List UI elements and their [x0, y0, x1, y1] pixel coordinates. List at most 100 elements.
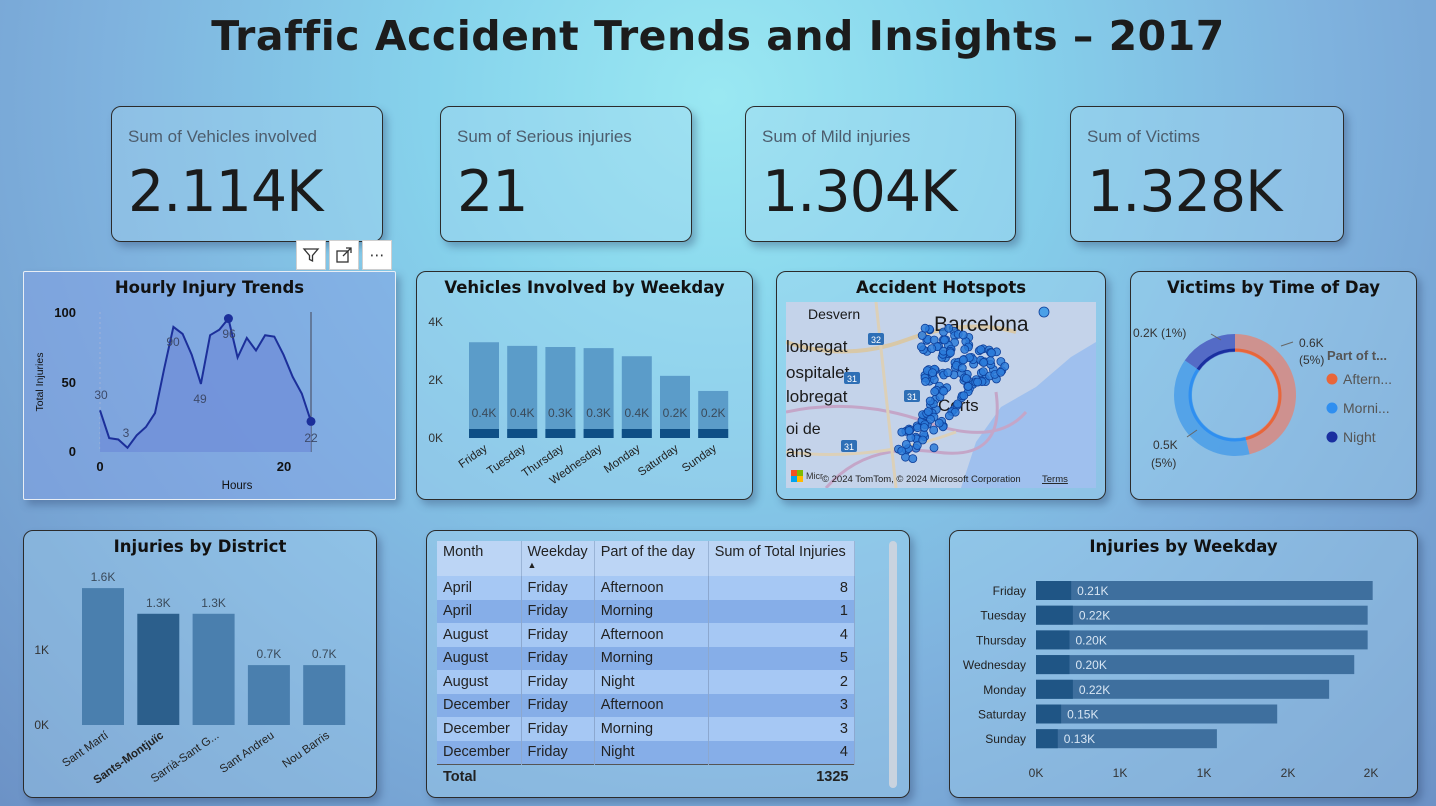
hotspot-point — [901, 439, 911, 449]
table-row[interactable]: December Friday Night 4 — [437, 740, 856, 764]
table-row[interactable]: August Friday Afternoon 4 — [437, 623, 856, 647]
bar — [1036, 704, 1278, 724]
hotspot-point — [897, 427, 907, 437]
injuries-by-weekday-card[interactable]: Injuries by Weekday 0.21K Friday 0.22K Tues… — [949, 530, 1418, 798]
hotspot-point — [978, 367, 988, 376]
road-shield: 31 — [847, 374, 857, 384]
bar — [303, 665, 346, 725]
series-line — [99, 316, 312, 450]
data-label: 0.22K — [1079, 609, 1110, 623]
map-canvas[interactable]: Barcelona Desvern lobregat ospitalet lob… — [786, 302, 1096, 488]
kpi-label: Sum of Vehicles involved — [128, 127, 317, 146]
data-label: 0.7K — [312, 647, 337, 661]
focus-mode-icon[interactable] — [329, 240, 359, 270]
y-tick-label: 100 — [54, 305, 76, 320]
kpi-card-victims[interactable]: Sum of Victims 1.328K — [1070, 106, 1344, 242]
victims-by-time-card[interactable]: Victims by Time of Day 0.2K (1%) 0.6K (5… — [1130, 271, 1417, 500]
leader-line — [1210, 333, 1222, 341]
y-tick-label: 50 — [62, 375, 76, 390]
bar-segment — [1036, 581, 1072, 600]
hotspot-point — [943, 368, 953, 378]
y-tick-label: Tuesday — [980, 609, 1026, 623]
table-row[interactable]: December Friday Morning 3 — [437, 717, 856, 741]
hotspot-point — [976, 345, 986, 354]
filter-icon[interactable] — [296, 240, 326, 270]
donut-slice — [1235, 334, 1297, 455]
data-label: 1.6K — [91, 570, 116, 584]
table-row[interactable]: April Friday Afternoon 8 — [437, 576, 856, 600]
bar — [1036, 655, 1355, 675]
hotspot-point — [957, 363, 967, 373]
donut-inner-ring — [1234, 348, 1282, 441]
kpi-card-mild-injuries[interactable]: Sum of Mild injuries 1.304K — [745, 106, 1016, 242]
y-tick-label: Wednesday — [963, 658, 1026, 672]
chart-title: Victims by Time of Day — [1167, 278, 1380, 297]
donut-label: 0.2K (1%) — [1133, 326, 1186, 340]
column-header-total-injuries[interactable]: Sum of Total Injuries — [708, 541, 856, 576]
data-label: 0.2K — [701, 406, 726, 420]
bar-segment — [469, 429, 499, 438]
kpi-card-serious-injuries[interactable]: Sum of Serious injuries 21 — [440, 106, 692, 242]
map-terms-link[interactable]: Terms — [1042, 474, 1068, 485]
hotspot-point — [929, 425, 939, 435]
y-tick-label: Friday — [993, 584, 1026, 598]
bar — [621, 356, 652, 438]
vehicles-bar-chart: 4K 2K 0K 0.4KFriday0.4KTuesday0.3KThursd… — [428, 315, 729, 487]
bar-segment — [660, 429, 690, 438]
y-tick-label: Saturday — [978, 708, 1026, 722]
scrollbar-thumb[interactable] — [889, 541, 897, 788]
kpi-value: 1.328K — [1087, 159, 1283, 225]
x-tick-label: Nou Barris — [281, 729, 333, 770]
bar-segment — [1036, 630, 1070, 650]
y-tick-label: 1K — [34, 643, 49, 657]
bar — [1036, 630, 1368, 650]
y-tick-label: 2K — [428, 373, 443, 387]
column-header-month[interactable]: Month — [437, 541, 522, 576]
bar — [1036, 729, 1217, 749]
table-row[interactable]: August Friday Morning 5 — [437, 646, 856, 670]
chart-title: Accident Hotspots — [855, 278, 1027, 297]
hotspot-point — [930, 387, 940, 396]
bar — [1036, 679, 1330, 699]
sort-ascending-icon[interactable]: ▲ — [527, 560, 537, 570]
hotspot-point — [944, 411, 954, 421]
table-scrollbar[interactable] — [889, 541, 897, 788]
kpi-label: Sum of Serious injuries — [457, 127, 632, 146]
injuries-table-card[interactable]: Month Weekday ▲ Part of the day Sum of To… — [426, 530, 910, 798]
bar — [1036, 581, 1373, 600]
hotspot-point — [939, 386, 949, 396]
column-header-part-of-day[interactable]: Part of the day — [594, 541, 709, 576]
bar-segment — [1036, 729, 1058, 749]
bar — [1036, 605, 1368, 625]
accident-hotspots-card[interactable]: Accident Hotspots Barcelona Desvern lobr… — [776, 271, 1106, 500]
data-label: 0.21K — [1077, 584, 1108, 598]
vehicles-by-weekday-card[interactable]: Vehicles Involved by Weekday 4K 2K 0K 0.… — [416, 271, 753, 500]
table-row[interactable]: August Friday Night 2 — [437, 670, 856, 694]
kpi-label: Sum of Victims — [1087, 127, 1201, 146]
hotspot-point — [917, 331, 927, 340]
bar-segment — [545, 429, 576, 438]
data-label: 0.22K — [1079, 683, 1110, 697]
map-label: lobregat — [786, 337, 848, 356]
road-shield: 32 — [871, 335, 881, 345]
table-row[interactable]: December Friday Afternoon 3 — [437, 693, 856, 717]
hourly-injury-trends-card[interactable]: Hourly Injury Trends 100 50 0 0 20 Total… — [23, 271, 396, 500]
hotspot-point — [927, 344, 937, 353]
injuries-by-district-card[interactable]: Injuries by District 1K 0K 1.6K Sant Mart… — [23, 530, 377, 798]
road-shield: 31 — [844, 442, 854, 452]
leader-line — [1280, 341, 1294, 347]
hotspot-point — [940, 335, 949, 345]
kpi-card-vehicles[interactable]: Sum of Vehicles involved 2.114K — [111, 106, 383, 242]
data-label: 0.2K — [663, 406, 688, 420]
hotspot-point — [961, 374, 971, 383]
chart-title: Injuries by District — [113, 537, 287, 556]
hotspot-point — [963, 382, 973, 391]
more-options-icon[interactable]: ⋯ — [362, 240, 392, 270]
hotspot-point — [958, 330, 968, 340]
table-row[interactable]: April Friday Morning 1 — [437, 599, 856, 623]
bar — [507, 345, 538, 438]
data-label: 0.13K — [1064, 732, 1095, 746]
leader-line — [1186, 429, 1198, 438]
column-header-weekday[interactable]: Weekday ▲ — [521, 541, 595, 576]
hotspot-point — [1000, 362, 1010, 371]
